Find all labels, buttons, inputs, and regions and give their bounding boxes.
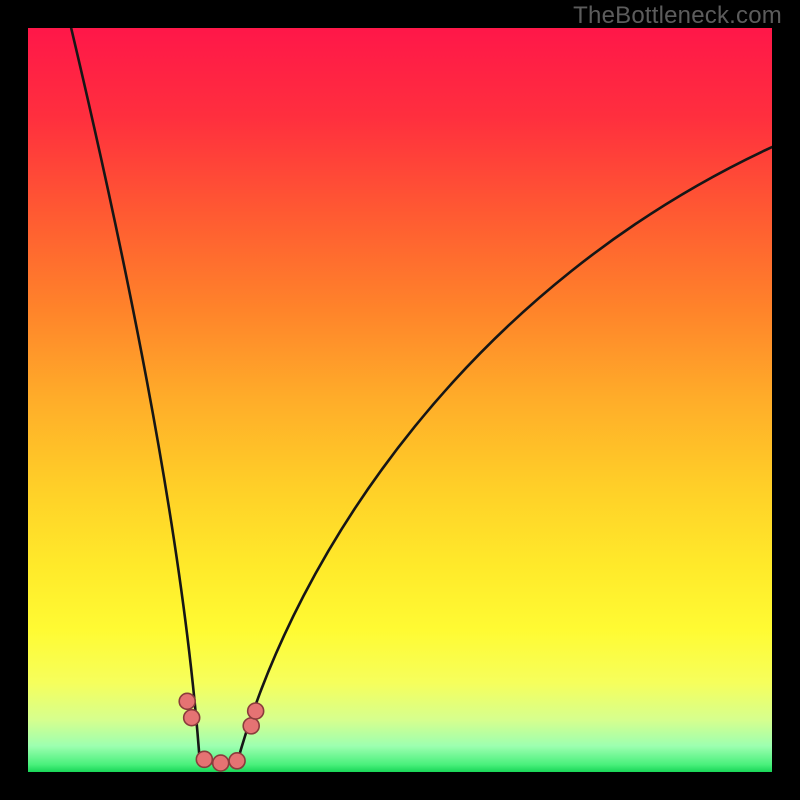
watermark-text: TheBottleneck.com xyxy=(573,2,782,30)
marker-dot xyxy=(248,703,264,719)
figure-root: TheBottleneck.com xyxy=(0,0,800,800)
marker-dot xyxy=(229,753,245,769)
marker-dot xyxy=(243,718,259,734)
plot-svg xyxy=(28,28,772,772)
marker-dot xyxy=(213,755,229,771)
marker-dot xyxy=(179,693,195,709)
marker-dot xyxy=(184,710,200,726)
marker-dot xyxy=(196,751,212,767)
plot-area xyxy=(28,28,772,772)
gradient-background xyxy=(28,28,772,772)
marker-cluster-bottom-cluster xyxy=(196,751,245,771)
